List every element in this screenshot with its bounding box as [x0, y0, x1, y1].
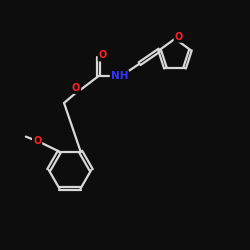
Text: O: O: [33, 136, 41, 146]
Text: O: O: [72, 83, 80, 93]
Text: NH: NH: [111, 71, 128, 81]
Text: O: O: [174, 32, 183, 42]
Text: O: O: [99, 50, 107, 60]
